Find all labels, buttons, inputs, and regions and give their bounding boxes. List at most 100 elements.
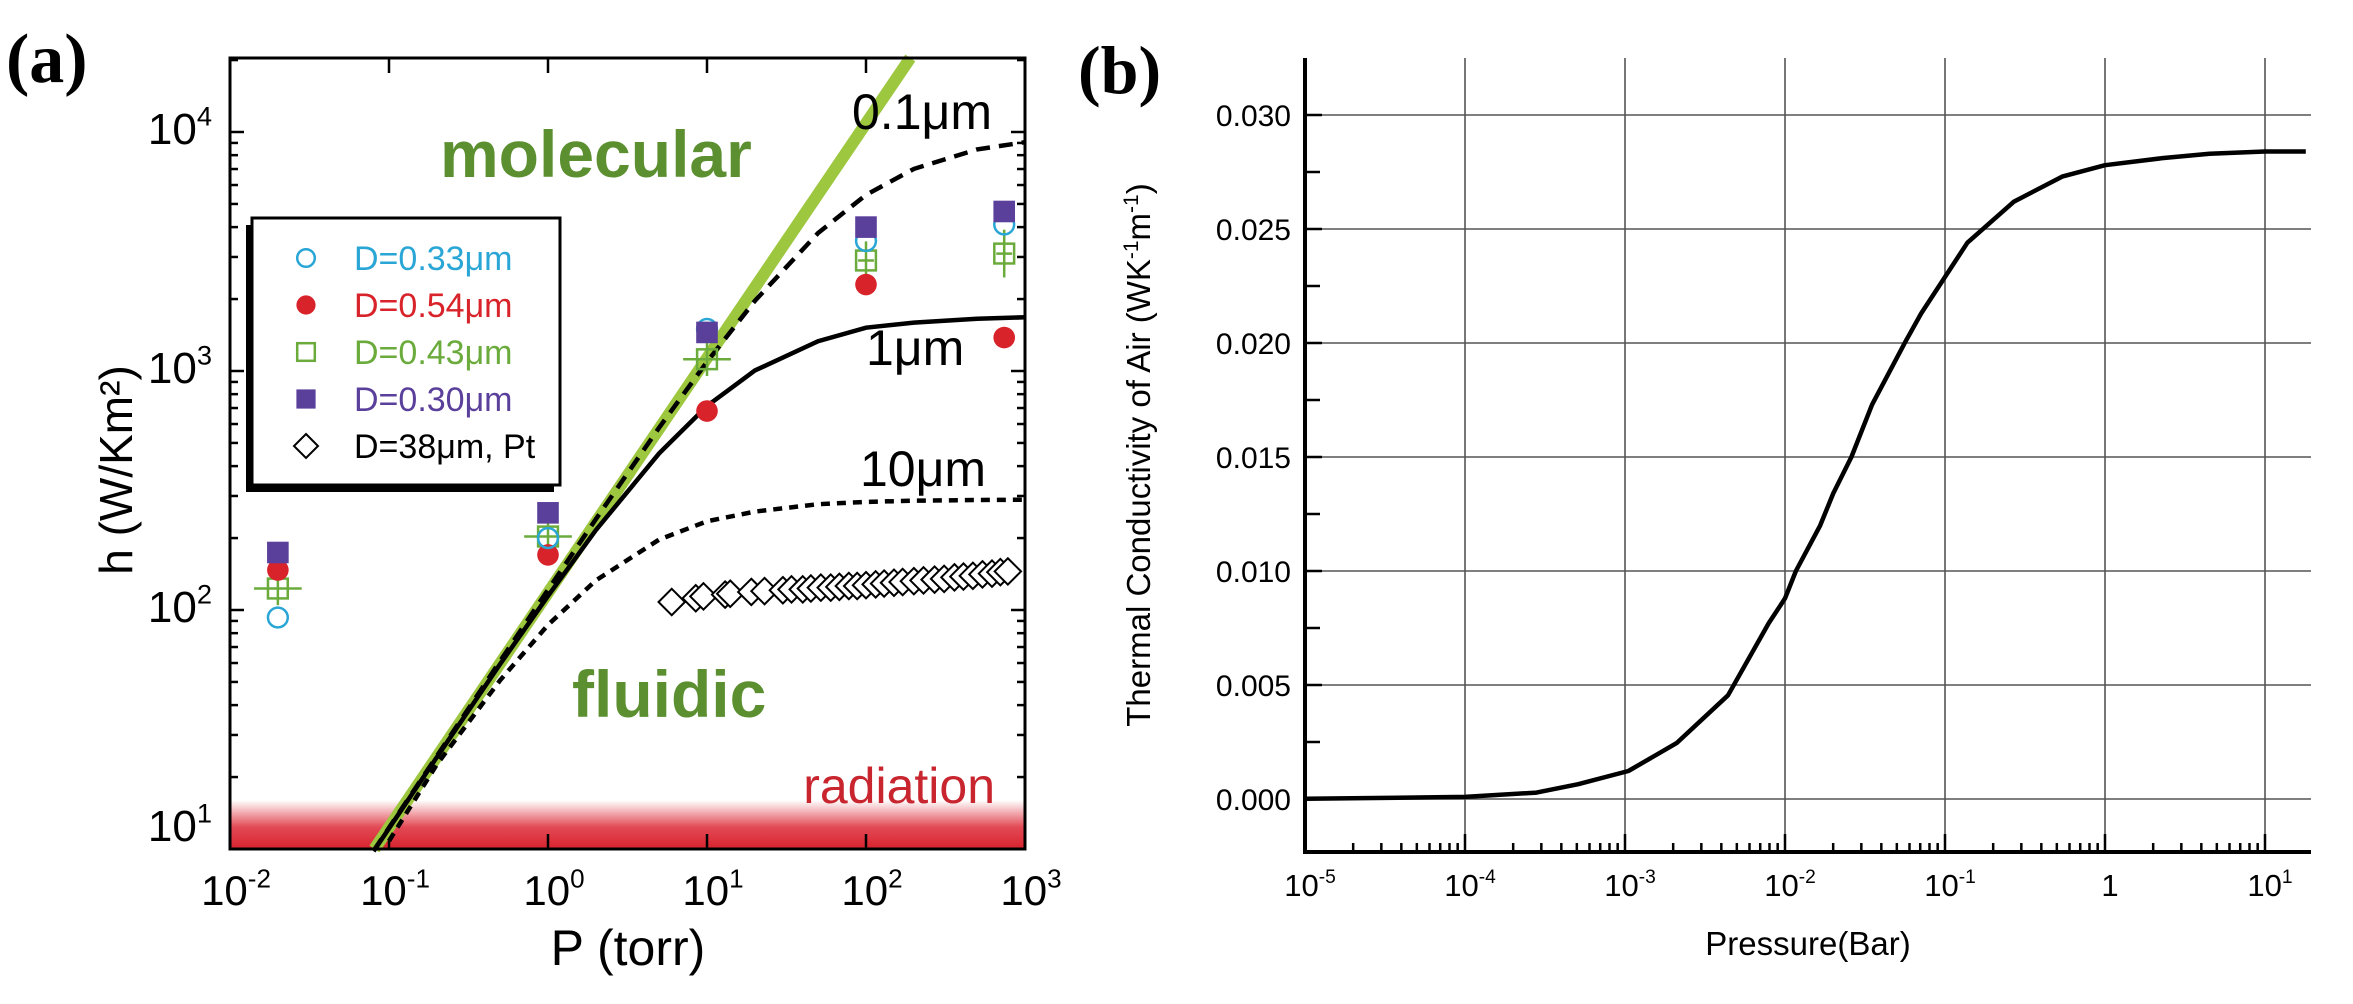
data-point-filled-circle (537, 544, 559, 566)
x-tick-label: 102 (841, 863, 902, 914)
legend-label: D=38μm, Pt (354, 428, 536, 466)
tick-label-base: 10 (1000, 867, 1047, 914)
legend-item: D=0.30μm (296, 381, 513, 419)
panel-a-frame (228, 56, 1027, 851)
region-label-fluidic: fluidic (572, 657, 766, 731)
tick-label-base: 10 (201, 867, 248, 914)
y-tick-label: 0.000 (1216, 784, 1291, 817)
y-tick-label: 0.005 (1216, 670, 1291, 703)
data-point-open-diamond (657, 587, 687, 617)
y-tick-label: 104 (148, 101, 212, 154)
y-title-sup1: -1 (1120, 240, 1143, 259)
data-point-open-circle (536, 526, 560, 550)
curve-0.1m-line (371, 139, 1026, 853)
x-tick-label: 101 (682, 863, 743, 914)
x-tick-label: 1 (2101, 868, 2118, 903)
x-tick-label: 10-3 (1604, 867, 1656, 903)
tick-label-base: 10 (148, 583, 197, 632)
legend-marker-open-diamond (292, 432, 320, 460)
legend-marker-filled-circle (296, 295, 316, 315)
tick-label-base: 10 (2247, 868, 2281, 903)
data-point-filled-circle (267, 559, 289, 581)
tick-label-base: 10 (1764, 868, 1798, 903)
curve-label-1um: 1μm (866, 320, 964, 376)
tick-label-exponent: -1 (1959, 867, 1976, 888)
legend-items: D=0.33μm D=0.54μm D=0.43μm D=0.30μm D=38μm, … (292, 240, 536, 466)
tick-label-base: 10 (1924, 868, 1958, 903)
panel-b-chart: (b) 0.000 0.005 0.010 0.015 0.020 0.025 0.030 1… (1078, 32, 2311, 962)
tick-label-base: 10 (148, 105, 197, 154)
panel-a-y-axis-title: h (W/Km²) (90, 365, 142, 575)
y-title-mid: m (1120, 213, 1157, 241)
x-tick-label: 100 (523, 863, 584, 914)
tick-label-base: 10 (1284, 868, 1318, 903)
y-title-sup2: -1 (1120, 194, 1143, 213)
x-tick-label: 101 (2247, 867, 2292, 903)
y-tick-label: 101 (148, 798, 212, 851)
y-tick-label: 103 (148, 340, 212, 393)
tick-label-exponent: -2 (1799, 867, 1816, 888)
tick-label-base: 10 (1444, 868, 1478, 903)
x-tick-label: 10-5 (1284, 867, 1336, 903)
y-tick-label: 0.020 (1216, 328, 1291, 361)
data-point-open-diamond (715, 579, 745, 609)
y-tick-label: 0.015 (1216, 442, 1291, 475)
tick-label-base: 10 (148, 344, 197, 393)
tick-label-base: 1 (2101, 868, 2118, 903)
legend: D=0.33μm D=0.54μm D=0.43μm D=0.30μm D=38μm, … (246, 216, 562, 492)
panel-a-data-points (254, 200, 1023, 629)
data-point-filled-square (855, 216, 877, 238)
panel-a-chart: (a) molecular fluidic radiation 0.1μm 1μ… (6, 21, 1062, 976)
curve-10m-line (387, 497, 1026, 843)
legend-item: D=38μm, Pt (292, 428, 536, 466)
data-point-filled-square (993, 200, 1016, 223)
legend-label: D=0.43μm (354, 334, 513, 372)
y-title-main: Thermal Conductivity of Air (WK (1120, 259, 1157, 727)
data-point-filled-circle (993, 326, 1016, 349)
panel-b-axis-ticks (1303, 113, 2267, 852)
tick-label-exponent: -5 (1319, 867, 1336, 888)
radiation-band (230, 800, 1025, 849)
tick-label-exponent: 4 (197, 101, 212, 132)
tick-label-base: 10 (523, 867, 570, 914)
legend-label: D=0.54μm (354, 287, 513, 325)
curve-label-0.1um: 0.1μm (852, 84, 992, 140)
panel-b-x-axis-title: Pressure(Bar) (1705, 925, 1910, 962)
x-tick-label: 10-1 (1924, 867, 1976, 903)
tick-label-exponent: 1 (197, 798, 212, 829)
data-point-open-diamond (688, 581, 719, 612)
tick-label-exponent: 0 (570, 863, 584, 893)
tick-label-exponent: 1 (2282, 867, 2293, 888)
tick-label-exponent: 3 (1047, 863, 1061, 893)
y-tick-label: 0.010 (1216, 556, 1291, 589)
x-tick-label: 103 (1000, 863, 1061, 914)
x-tick-label: 10-4 (1444, 867, 1496, 903)
tick-label-exponent: -2 (248, 863, 271, 893)
curve-label-10um: 10μm (860, 441, 986, 497)
legend-item: D=0.33μm (295, 240, 513, 278)
tick-label-exponent: 2 (888, 863, 902, 893)
data-point-open-square (695, 348, 719, 371)
tick-label-exponent: 1 (729, 863, 743, 893)
data-point-open-square (993, 242, 1016, 265)
tick-label-base: 10 (841, 867, 888, 914)
panel-b-grid (1305, 58, 2311, 852)
legend-label: D=0.33μm (354, 240, 513, 278)
tick-label-base: 10 (1604, 868, 1638, 903)
panel-a-label: (a) (6, 21, 88, 98)
x-tick-label: 10-2 (1764, 867, 1816, 903)
data-point-filled-square (537, 502, 559, 524)
legend-marker-filled-square (296, 389, 316, 409)
legend-label: D=0.30μm (354, 381, 513, 419)
y-tick-label: 102 (148, 579, 212, 632)
data-point-filled-circle (855, 273, 877, 296)
tick-label-exponent: 3 (197, 340, 212, 371)
legend-item: D=0.54μm (296, 287, 513, 325)
data-point-open-circle (266, 606, 290, 629)
region-label-radiation: radiation (803, 758, 995, 814)
x-tick-label: 10-1 (360, 863, 430, 914)
y-tick-label: 0.025 (1216, 214, 1291, 247)
